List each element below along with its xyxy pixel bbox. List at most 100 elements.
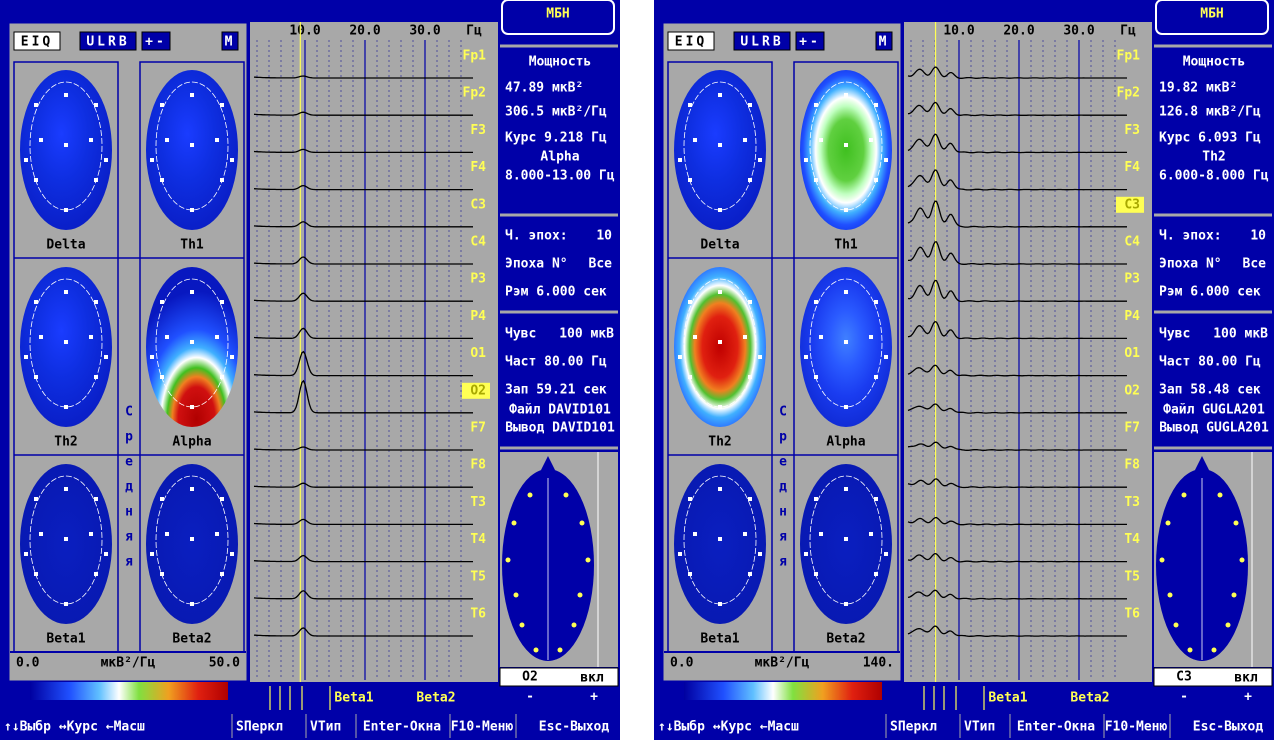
footer-command[interactable]: SПеркл [236,720,283,735]
channel-label[interactable]: F8 [470,458,486,473]
toolbar-button[interactable]: EIQ [21,35,53,50]
electrode-dot [748,497,752,501]
electrode-dot [748,300,752,304]
info-density: 306.5 мкВ²/Гц [505,105,607,120]
info-cursor: Курс 6.093 Гц [1159,131,1261,146]
electrode-plus[interactable]: + [590,690,598,705]
channel-label[interactable]: T3 [470,495,486,510]
electrode-state: вкл [1234,671,1258,686]
scale-max: 140. [863,656,894,671]
footer-command[interactable]: Esc-Выход [539,720,610,735]
electrode-minus[interactable]: - [526,690,534,705]
channel-label[interactable]: T4 [470,532,486,547]
toolbar-button[interactable]: ULRB [86,35,129,50]
footer-command[interactable]: F10-Меню [1105,720,1168,735]
electrode-dot [165,532,169,536]
footer-command[interactable]: ↑↓Выбр ↔Курс ←Масш [658,720,799,735]
electrode-dot [190,405,194,409]
channel-label[interactable]: O2 [1124,383,1140,398]
footer-command[interactable]: SПеркл [890,720,937,735]
channel-label[interactable]: F3 [1124,123,1140,138]
toolbar-button[interactable]: EIQ [675,35,707,50]
channel-label[interactable]: T5 [470,569,486,584]
electrode-dot [190,537,194,541]
head-electrode [1168,593,1173,598]
toolbar-button[interactable]: +- [145,35,167,50]
electrode-dot [693,532,697,536]
screenshot: МБНEIQULRB+-MDeltaTh1Th2AlphaBeta1Beta2С… [0,0,1274,740]
channel-label[interactable]: F8 [1124,458,1140,473]
electrode-dot [819,138,823,142]
electrode-dot [34,103,38,107]
channel-label[interactable]: T6 [1124,607,1140,622]
electrode-dot [874,497,878,501]
channel-label[interactable]: T6 [470,607,486,622]
electrode-dot [844,208,848,212]
electrode-minus[interactable]: - [1180,690,1188,705]
footer-command[interactable]: VТип [964,720,995,735]
channel-label[interactable]: O1 [470,346,486,361]
logo: МБН [546,7,569,22]
electrode-dot [64,487,68,491]
toolbar-button[interactable]: M [879,35,890,50]
footer-command[interactable]: Enter-Окна [1017,720,1095,735]
electrode-dot [165,335,169,339]
electrode-state: вкл [580,671,604,686]
channel-label[interactable]: F4 [1124,160,1140,175]
average-label-letter: я [125,555,133,570]
channel-label[interactable]: O1 [1124,346,1140,361]
channel-label[interactable]: C3 [1124,197,1140,212]
electrode-dot [89,335,93,339]
channel-label[interactable]: F4 [470,160,486,175]
channel-label[interactable]: T3 [1124,495,1140,510]
channel-label[interactable]: C3 [470,197,486,212]
electrode-dot [869,138,873,142]
freq-axis-label: Гц [1120,24,1136,39]
channel-label[interactable]: P4 [1124,309,1140,324]
electrode-dot [814,178,818,182]
electrode-dot [230,552,234,556]
channel-label[interactable]: C4 [470,235,486,250]
electrode-dot [678,552,682,556]
channel-label[interactable]: P4 [470,309,486,324]
channel-label[interactable]: Fp1 [1117,49,1141,64]
electrode-dot [24,158,28,162]
electrode-dot [104,552,108,556]
channel-label[interactable]: C4 [1124,235,1140,250]
footer-command[interactable]: VТип [310,720,341,735]
toolbar-button[interactable]: +- [799,35,821,50]
electrode-plus[interactable]: + [1244,690,1252,705]
channel-label[interactable]: F3 [470,123,486,138]
electrode-dot [24,355,28,359]
channel-label[interactable]: T4 [1124,532,1140,547]
channel-label[interactable]: Fp1 [463,49,487,64]
channel-label[interactable]: P3 [470,272,486,287]
channel-label[interactable]: Fp2 [1117,86,1140,101]
electrode-dot [64,93,68,97]
footer-command[interactable]: ↑↓Выбр ↔Курс ←Масш [4,720,145,735]
channel-label[interactable]: T5 [1124,569,1140,584]
scale-unit: мкВ²/Гц [755,656,810,671]
footer-command[interactable]: F10-Меню [451,720,514,735]
electrode-dot [748,103,752,107]
map-label: Th1 [834,238,858,253]
freq-axis-label: 10.0 [943,24,974,39]
electrode-dot [230,355,234,359]
info-epochs-label: Ч. эпох: [1159,229,1222,244]
channel-label[interactable]: F7 [470,421,486,436]
channel-label[interactable]: F7 [1124,421,1140,436]
freq-axis-label: 30.0 [409,24,440,39]
footer-command[interactable]: Esc-Выход [1193,720,1264,735]
head-electrode [514,593,519,598]
electrode-dot [678,158,682,162]
channel-label[interactable]: P3 [1124,272,1140,287]
average-label-letter: я [125,530,133,545]
channel-label[interactable]: Fp2 [463,86,486,101]
average-label-letter: н [125,505,133,520]
footer-command[interactable]: Enter-Окна [363,720,441,735]
electrode-dot [718,602,722,606]
electrode-dot [743,138,747,142]
toolbar-button[interactable]: M [225,35,236,50]
channel-label[interactable]: O2 [470,383,486,398]
toolbar-button[interactable]: ULRB [740,35,783,50]
